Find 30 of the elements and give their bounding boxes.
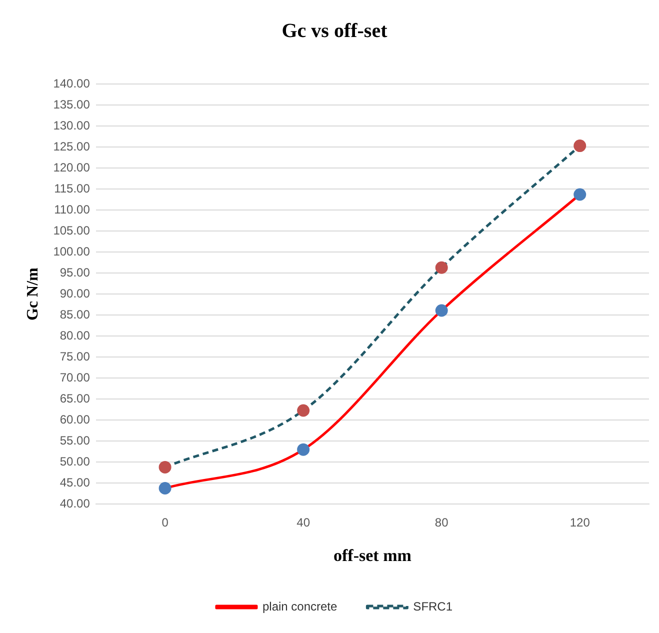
y-tick-label: 45.00 [60, 476, 90, 490]
y-tick-label: 75.00 [60, 349, 90, 364]
y-tick-label: 90.00 [60, 286, 90, 300]
legend-label: SFRC1 [413, 599, 453, 614]
x-tick-label: 120 [570, 516, 590, 530]
y-tick-label: 140.00 [53, 76, 90, 90]
x-axis-title: off-set mm [334, 546, 412, 566]
y-tick-label: 110.00 [54, 202, 90, 216]
y-tick-label: 85.00 [60, 307, 90, 322]
y-tick-label: 55.00 [60, 433, 90, 448]
y-tick-label: 50.00 [60, 454, 90, 468]
y-tick-label: 125.00 [53, 139, 90, 154]
y-tick-label: 120.00 [53, 160, 90, 174]
y-tick-label: 70.00 [60, 370, 90, 384]
x-tick-label: 0 [162, 516, 169, 530]
x-tick-label: 40 [296, 516, 310, 530]
y-tick-label: 115.00 [54, 181, 90, 196]
y-tick-label: 80.00 [60, 328, 90, 342]
y-tick-label: 105.00 [53, 223, 90, 238]
y-tick-label: 65.00 [60, 391, 90, 406]
y-tick-label: 60.00 [60, 412, 90, 426]
y-tick-label: 135.00 [53, 97, 90, 112]
y-tick-label: 40.00 [60, 496, 90, 511]
x-tick-label: 80 [434, 516, 449, 530]
y-axis-title: Gc N/m [24, 266, 42, 321]
chart-title: Gc vs off-set [282, 20, 388, 42]
y-tick-label: 95.00 [60, 265, 90, 280]
y-tick-label: 130.00 [53, 118, 90, 132]
y-tick-label: 100.00 [53, 244, 90, 258]
legend-label: plain concrete [262, 599, 338, 614]
